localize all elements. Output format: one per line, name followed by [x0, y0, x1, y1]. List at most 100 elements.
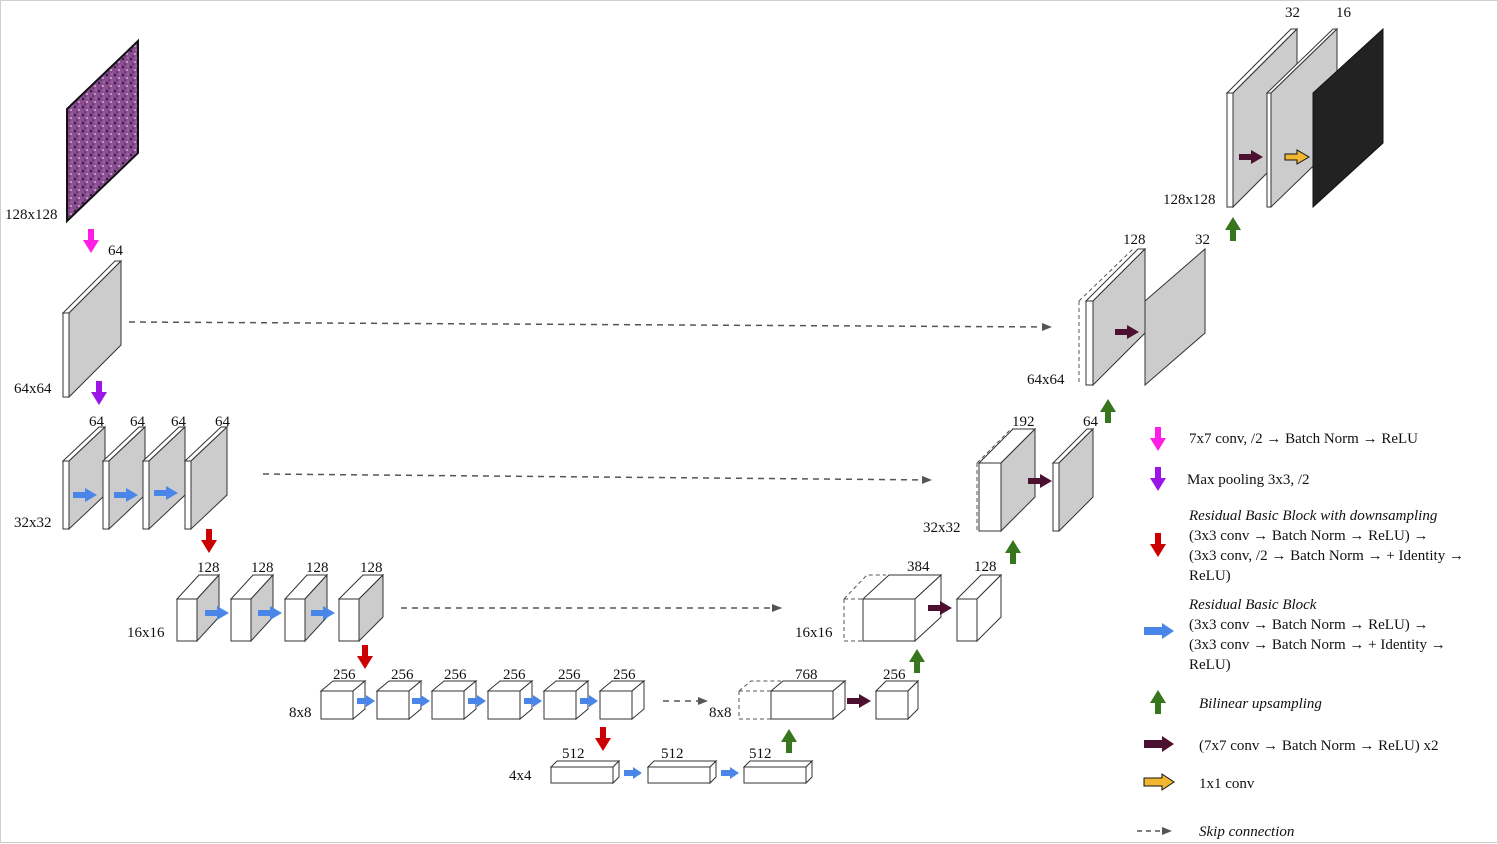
blue-right-arrow-icon — [357, 695, 375, 707]
maroon-right-arrow-icon — [1239, 150, 1263, 164]
enc16-block-2 — [229, 573, 275, 643]
red-down-arrow-icon — [1150, 533, 1166, 557]
enc4-block-1 — [549, 759, 621, 785]
blue-right-arrow-icon — [114, 488, 138, 502]
enc8-block-5 — [542, 679, 590, 721]
dec64-out-block — [1144, 247, 1206, 387]
blue-right-arrow-icon — [468, 695, 486, 707]
enc16-channels-2: 128 — [251, 560, 274, 576]
dec8-out-block — [874, 679, 920, 721]
enc8-block-4 — [486, 679, 534, 721]
blue-right-arrow-icon — [205, 606, 229, 620]
blue-right-arrow-icon — [311, 606, 335, 620]
dec16-out-block — [955, 573, 1003, 643]
size-4-label: 4x4 — [509, 768, 532, 784]
blue-right-arrow-icon — [412, 695, 430, 707]
enc32-block-4 — [183, 425, 229, 531]
enc16-channels-1: 128 — [197, 560, 220, 576]
red-down-arrow-icon — [201, 529, 217, 553]
maroon-right-arrow-icon — [1115, 325, 1139, 339]
maroon-right-arrow-icon — [928, 601, 952, 615]
legend-item-4-line-1: (3x3 conv → Batch Norm → ReLU) → — [1189, 617, 1429, 633]
magenta-down-arrow-icon — [1150, 427, 1166, 451]
dec16-out-channels: 128 — [974, 559, 997, 575]
input-image — [66, 38, 139, 224]
purple-down-arrow-icon — [1150, 467, 1166, 491]
dec32-out-channels: 64 — [1083, 414, 1099, 430]
enc8-block-6 — [598, 679, 646, 721]
blue-right-arrow-icon — [1144, 623, 1174, 639]
legend-item-4-title: Residual Basic Block — [1188, 597, 1317, 613]
legend-item-7-line-1: 1x1 conv — [1199, 776, 1255, 792]
dec128-block-a — [1225, 27, 1299, 209]
enc32-block-1 — [61, 425, 107, 531]
green-up-arrow-icon — [1005, 540, 1021, 564]
enc4-block-2 — [646, 759, 718, 785]
legend-item-3-line-2: (3x3 conv, /2 → Batch Norm → + Identity … — [1189, 548, 1464, 564]
enc32-channels-2: 64 — [130, 414, 146, 430]
magenta-down-arrow-icon — [83, 229, 99, 253]
skip-connection-32 — [262, 473, 932, 484]
enc32-channels-3: 64 — [171, 414, 187, 430]
input-size-label: 128x128 — [5, 207, 58, 223]
enc16-channels-3: 128 — [306, 560, 329, 576]
blue-right-arrow-icon — [624, 767, 642, 779]
dec8-concat-block — [738, 679, 847, 721]
size-32-label: 32x32 — [14, 515, 52, 531]
stem-feature-map — [61, 259, 123, 399]
orange-right-arrow-icon — [1284, 149, 1310, 165]
enc8-channels-4: 256 — [503, 667, 526, 683]
dec-size-8-label: 8x8 — [709, 705, 732, 721]
enc32-channels-1: 64 — [89, 414, 105, 430]
enc16-block-1 — [175, 573, 221, 643]
green-up-arrow-icon — [1100, 399, 1116, 423]
enc4-block-3 — [742, 759, 814, 785]
green-up-arrow-icon — [909, 649, 925, 673]
blue-right-arrow-icon — [721, 767, 739, 779]
enc32-block-2 — [101, 425, 147, 531]
legend-item-2-line-1: Max pooling 3x3, /2 — [1187, 472, 1310, 488]
dec32-out-block — [1051, 427, 1095, 533]
blue-right-arrow-icon — [154, 486, 178, 500]
dec-size-16-label: 16x16 — [795, 625, 833, 641]
enc8-channels-1: 256 — [333, 667, 356, 683]
green-up-arrow-icon — [1225, 217, 1241, 241]
maroon-right-arrow-icon — [847, 694, 871, 708]
enc16-block-4 — [337, 573, 385, 643]
dec128-b-channels: 16 — [1336, 5, 1352, 21]
dec-size-128-label: 128x128 — [1163, 192, 1216, 208]
skip-connection-64 — [128, 321, 1052, 331]
purple-down-arrow-icon — [91, 381, 107, 405]
enc32-block-3 — [141, 425, 187, 531]
enc8-channels-5: 256 — [558, 667, 581, 683]
red-down-arrow-icon — [595, 727, 611, 751]
legend-item-3-line-1: (3x3 conv → Batch Norm → ReLU) → — [1189, 528, 1429, 544]
maroon-right-arrow-icon — [1144, 736, 1174, 752]
orange-right-arrow-icon — [1143, 773, 1175, 791]
dec-size-64-label: 64x64 — [1027, 372, 1065, 388]
enc8-channels-3: 256 — [444, 667, 467, 683]
enc16-channels-4: 128 — [360, 560, 383, 576]
dec128-a-channels: 32 — [1285, 5, 1300, 21]
enc4-channels-3: 512 — [749, 746, 772, 762]
enc8-channels-2: 256 — [391, 667, 414, 683]
blue-right-arrow-icon — [258, 606, 282, 620]
dec8-concat-channels: 768 — [795, 667, 818, 683]
dec-size-32-label: 32x32 — [923, 520, 961, 536]
size-64-label: 64x64 — [14, 381, 52, 397]
blue-right-arrow-icon — [580, 695, 598, 707]
dec16-concat-channels: 384 — [907, 559, 930, 575]
output-segmentation-map — [1312, 27, 1384, 209]
green-up-arrow-icon — [781, 729, 797, 753]
legend-item-5-title: Bilinear upsampling — [1199, 696, 1322, 712]
red-down-arrow-icon — [357, 645, 373, 669]
enc32-channels-4: 64 — [215, 414, 231, 430]
legend-item-1-line-1: 7x7 conv, /2 → Batch Norm → ReLU — [1189, 431, 1418, 447]
legend-item-3-line-3: ReLU) — [1189, 568, 1231, 584]
legend-item-3-title: Residual Basic Block with downsampling — [1188, 508, 1438, 524]
dec32-concat-channels: 192 — [1012, 414, 1035, 430]
legend-item-4-line-3: ReLU) — [1189, 657, 1231, 673]
blue-right-arrow-icon — [73, 488, 97, 502]
